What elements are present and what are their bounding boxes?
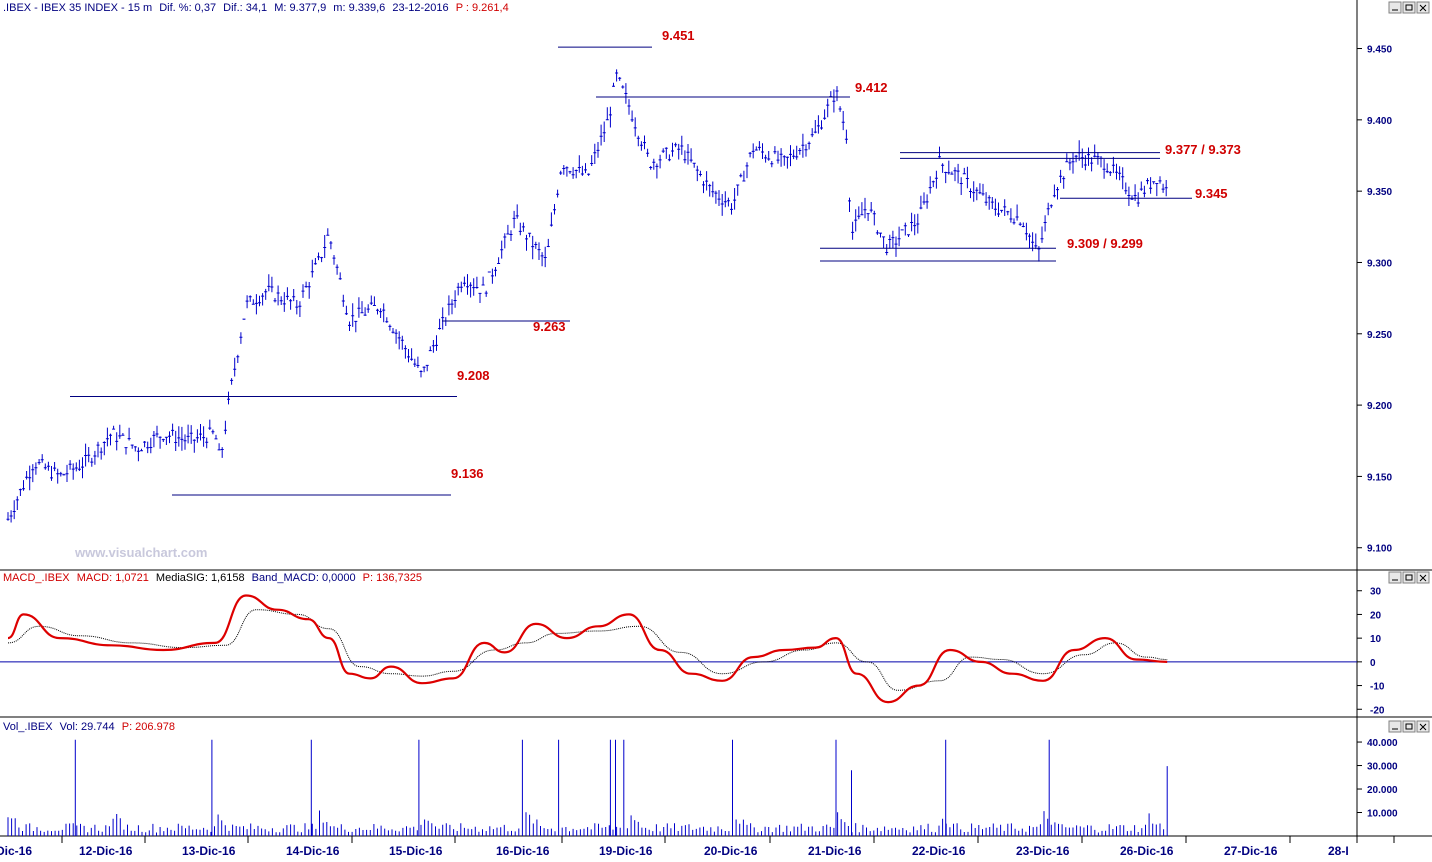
level-label: 9.208 [457, 368, 490, 383]
volume-panel-window-buttons[interactable] [1388, 720, 1430, 733]
price-plot: 9.451 9.412 9.377 / 9.373 9.345 9.309 / 9.29… [6, 28, 1241, 523]
level-label: 9.412 [855, 80, 888, 95]
macd-header-signal: MediaSIG: 1,6158 [156, 572, 245, 584]
volume-header-p: P: 206.978 [122, 721, 175, 733]
macd-panel-window-buttons[interactable] [1388, 571, 1430, 584]
price-header-min: m: 9.339,6 [333, 2, 385, 14]
macd-tick-label: -10 [1370, 682, 1385, 693]
price-bars [6, 69, 1168, 523]
price-tick-label: 9.350 [1367, 187, 1392, 198]
macd-tick-label: 0 [1370, 658, 1376, 669]
macd-line [7, 594, 1168, 704]
date-label: 22-Dic-16 [912, 844, 966, 857]
price-tick-label: 9.250 [1367, 330, 1392, 341]
macd-header-prefix: MACD_.IBEX [3, 572, 70, 584]
price-tick-label: 9.200 [1367, 401, 1392, 412]
date-label: 15-Dic-16 [389, 844, 443, 857]
price-header-dif: Dif.: 34,1 [223, 2, 267, 14]
price-tick-label: 9.300 [1367, 258, 1392, 269]
volume-tick-label: 30.000 [1367, 762, 1398, 773]
level-label: 9.136 [451, 466, 484, 481]
price-tick-label: 9.450 [1367, 45, 1392, 56]
volume-tick-label: 20.000 [1367, 785, 1398, 796]
price-header-p: P : 9.261,4 [456, 2, 509, 14]
volume-tick-label: 40.000 [1367, 738, 1398, 749]
price-header-max: M: 9.377,9 [274, 2, 326, 14]
date-label: Dic-16 [0, 844, 32, 857]
date-label: 13-Dic-16 [182, 844, 236, 857]
date-label: 28-I [1328, 844, 1349, 857]
price-panel-header: .IBEX - IBEX 35 INDEX - 15 m Dif. %: 0,3… [3, 2, 509, 14]
level-label: 9.345 [1195, 186, 1228, 201]
date-label: 14-Dic-16 [286, 844, 340, 857]
level-label: 9.451 [662, 28, 695, 43]
macd-plot [0, 594, 1357, 704]
volume-bars [7, 739, 1168, 836]
macd-tick-label: 30 [1370, 587, 1382, 598]
date-label: 23-Dic-16 [1016, 844, 1070, 857]
date-label: 27-Dic-16 [1224, 844, 1278, 857]
date-label: 12-Dic-16 [79, 844, 133, 857]
price-tick-label: 9.100 [1367, 544, 1392, 555]
macd-header-p: P: 136,7325 [363, 572, 422, 584]
price-header-dif-pct: Dif. %: 0,37 [159, 2, 216, 14]
date-label: 16-Dic-16 [496, 844, 550, 857]
price-panel-window-buttons[interactable] [1388, 1, 1430, 14]
macd-header-band: Band_MACD: 0,0000 [252, 572, 356, 584]
date-label: 26-Dic-16 [1120, 844, 1174, 857]
macd-tick-label: 10 [1370, 634, 1382, 645]
level-label: 9.309 / 9.299 [1067, 236, 1143, 251]
macd-panel-header: MACD_.IBEX MACD: 1,0721 MediaSIG: 1,6158… [3, 572, 422, 584]
volume-tick-label: 10.000 [1367, 809, 1398, 820]
watermark: www.visualchart.com [74, 545, 207, 560]
level-label: 9.377 / 9.373 [1165, 142, 1241, 157]
macd-header-macd: MACD: 1,0721 [77, 572, 149, 584]
volume-header-prefix: Vol_.IBEX [3, 721, 53, 733]
date-label: 19-Dic-16 [599, 844, 653, 857]
volume-header-vol: Vol: 29.744 [60, 721, 115, 733]
price-tick-label: 9.150 [1367, 472, 1392, 483]
volume-plot [7, 739, 1168, 836]
date-label: 21-Dic-16 [808, 844, 862, 857]
macd-tick-label: 20 [1370, 610, 1382, 621]
volume-panel-header: Vol_.IBEX Vol: 29.744 P: 206.978 [3, 721, 175, 733]
price-header-date: 23-12-2016 [392, 2, 448, 14]
macd-signal-line [7, 609, 1168, 691]
price-tick-label: 9.400 [1367, 116, 1392, 127]
macd-tick-label: -20 [1370, 705, 1385, 716]
level-label: 9.263 [533, 319, 566, 334]
price-header-prefix: .IBEX - IBEX 35 INDEX - 15 m [3, 2, 152, 14]
axes: 9.100 9.150 9.200 9.250 9.300 9.350 9.400 9.450… [0, 45, 1398, 858]
date-label: 20-Dic-16 [704, 844, 758, 857]
